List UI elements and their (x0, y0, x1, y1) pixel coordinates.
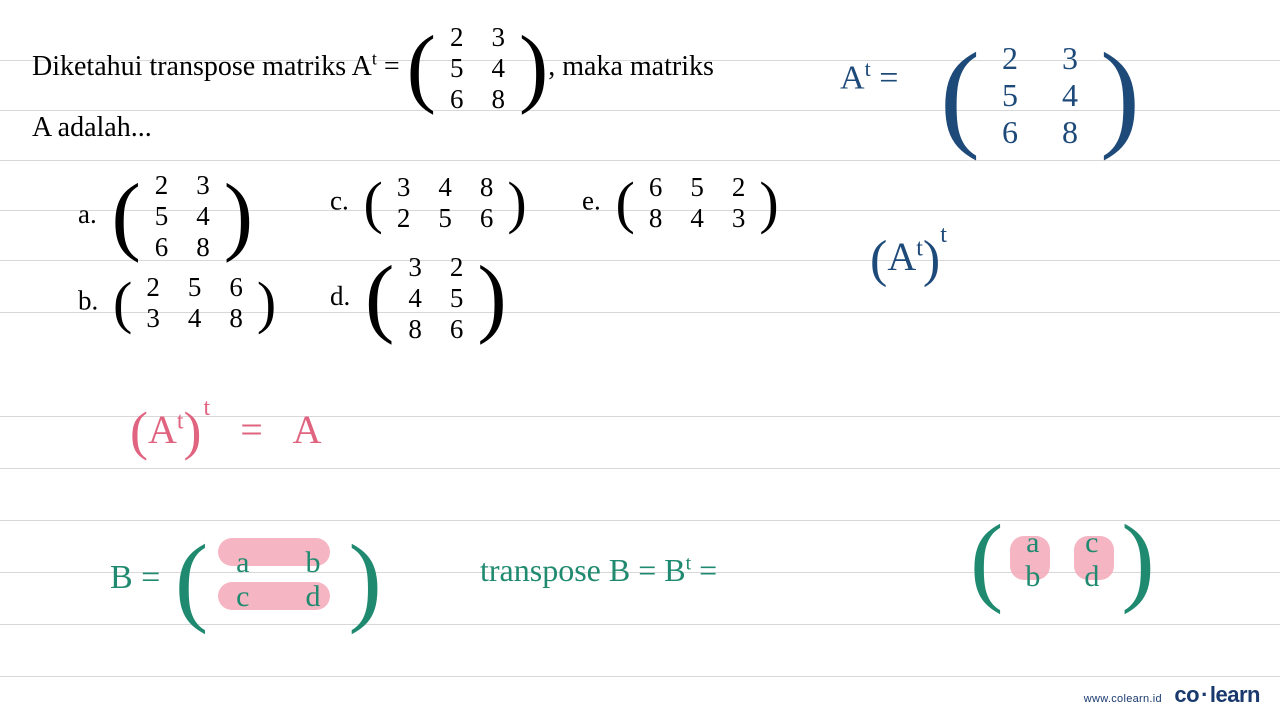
pink-sup1: t (177, 409, 184, 435)
option-b-matrix: (256348) (113, 272, 276, 334)
pink-sup2: t (204, 395, 211, 421)
brand-right: learn (1210, 682, 1260, 707)
option-a: a. (235468) (78, 170, 253, 263)
b-matrix: (abcd) (175, 540, 382, 620)
hand-b-def: B = (abcd) (110, 540, 382, 620)
option-b-label: b. (78, 285, 98, 315)
question-line1: Diketahui transpose matriks At = (235468… (32, 22, 714, 115)
hand-att: (At)t (870, 230, 947, 289)
question-pre: Diketahui transpose matriks A (32, 51, 372, 82)
b-lhs: B = (110, 559, 160, 596)
hand-att-sup1: t (916, 236, 923, 262)
hand-at-base: A (840, 59, 865, 96)
option-c-matrix: (348256) (363, 172, 526, 234)
transpose-text: transpose B = B (480, 552, 686, 588)
hand-att-base: A (887, 234, 916, 279)
option-a-label: a. (78, 199, 97, 229)
bt-eq: = (691, 552, 717, 588)
option-b: b. (256348) (78, 272, 276, 334)
hand-at-label: At = (840, 56, 898, 97)
footer-brand: co·learn (1174, 682, 1260, 707)
hand-at-matrix: (235468) (940, 40, 1140, 150)
pink-base: A (148, 407, 177, 452)
option-a-matrix: (235468) (111, 170, 253, 263)
option-d-matrix: (324586) (365, 252, 507, 345)
footer: www.colearn.id co·learn (1084, 682, 1260, 708)
brand-left: co (1174, 682, 1199, 707)
option-c: c. (348256) (330, 172, 527, 234)
hand-bt-matrix: (acbd) (970, 520, 1155, 600)
hand-att-sup2: t (940, 222, 947, 248)
hand-at-sup: t (865, 56, 871, 81)
option-e: e. (652843) (582, 172, 779, 234)
option-e-label: e. (582, 185, 601, 215)
hand-transpose-text: transpose B = Bt = (480, 552, 717, 589)
pink-rhs: A (293, 407, 322, 452)
option-c-label: c. (330, 185, 349, 215)
option-d-label: d. (330, 281, 350, 311)
question-eq: = (377, 51, 407, 82)
pink-eq-sign: = (240, 407, 263, 452)
question-line2: A adalah... (32, 112, 152, 144)
option-d: d. (324586) (330, 252, 507, 345)
hand-at-eq: = (879, 59, 898, 96)
hand-pink-eq: (At)t = A (130, 400, 321, 462)
option-e-matrix: (652843) (615, 172, 778, 234)
question-matrix: (235468) (407, 22, 549, 115)
footer-url: www.colearn.id (1084, 693, 1162, 705)
question-post: , maka matriks (548, 51, 714, 82)
